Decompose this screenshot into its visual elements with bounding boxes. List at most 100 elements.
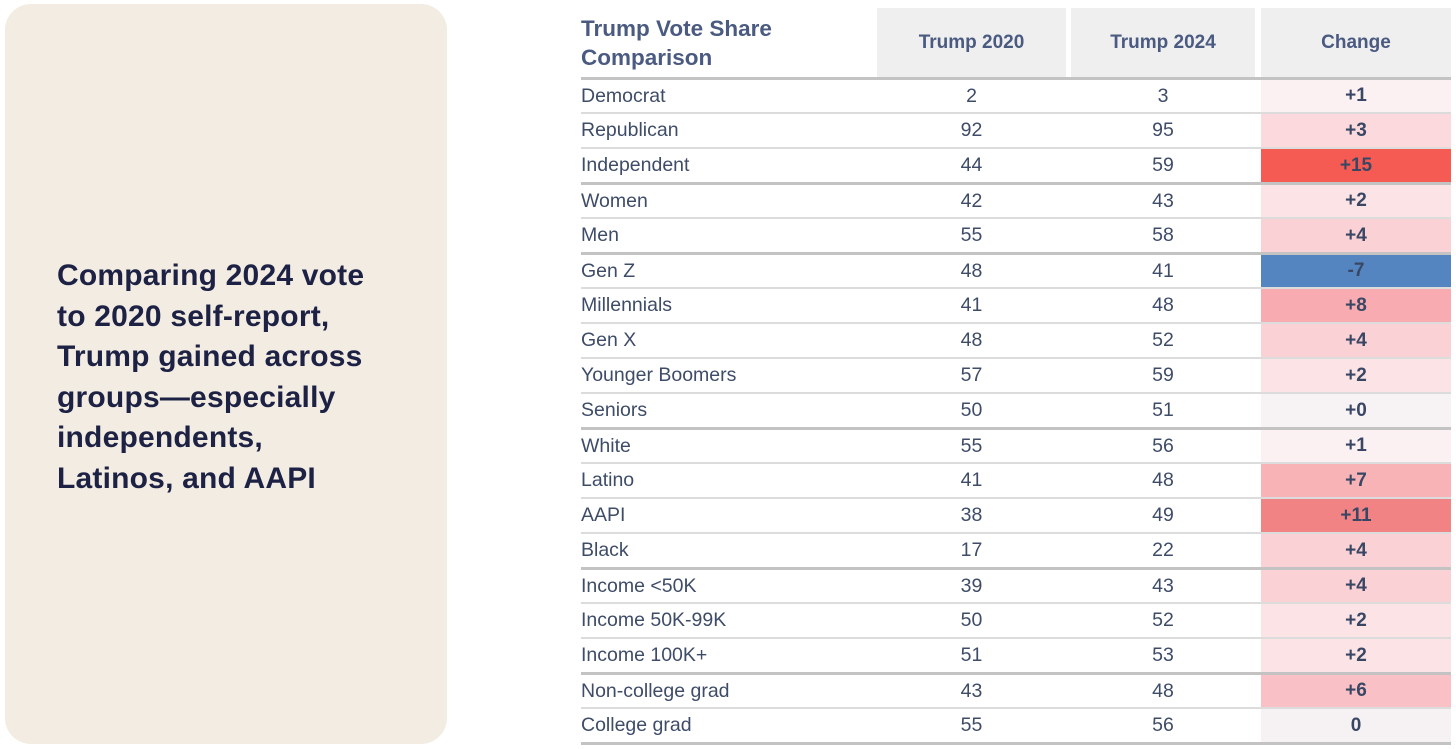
row-label: Millennials: [581, 294, 673, 316]
trump-2024-value: 3: [1157, 84, 1169, 107]
table-row: Gen X 48 52 +4: [581, 322, 1451, 357]
trump-2024-value: 43: [1152, 189, 1174, 212]
trump-2024-value: 48: [1152, 679, 1174, 702]
trump-2020-value: 48: [960, 259, 983, 282]
trump-2020-value: 50: [960, 399, 983, 421]
trump-2024-value: 43: [1152, 574, 1174, 597]
panel-quote: Comparing 2024 vote to 2020 self-report, T…: [57, 259, 365, 495]
trump-2024-value: 53: [1152, 644, 1174, 666]
row-label: College grad: [581, 714, 692, 736]
trump-2020-value: 55: [960, 224, 983, 246]
change-value: 0: [1261, 709, 1451, 742]
trump-2020-value: 39: [960, 574, 983, 597]
trump-2024-value: 22: [1152, 539, 1174, 561]
row-label: Black: [581, 539, 629, 561]
table-row: Black 17 22 +4: [581, 532, 1451, 567]
row-label: Younger Boomers: [581, 364, 737, 386]
table-row: Income <50K 39 43 +4: [581, 567, 1451, 602]
trump-2020-value: 57: [960, 364, 983, 386]
row-label: Income 50K-99K: [581, 609, 727, 631]
change-value: +2: [1261, 359, 1451, 392]
column-header-change: Change: [1261, 8, 1451, 77]
trump-2020-value: 17: [960, 539, 983, 561]
trump-2020-value: 42: [960, 189, 983, 212]
trump-2020-value: 2: [966, 84, 977, 107]
table-row: Millennials 41 48 +8: [581, 287, 1451, 322]
trump-2024-value: 59: [1152, 364, 1174, 386]
table-row: College grad 55 56 0: [581, 707, 1451, 742]
table-row: Income 50K-99K 50 52 +2: [581, 602, 1451, 637]
change-value: +7: [1261, 464, 1451, 497]
table-row: Women 42 43 +2: [581, 182, 1451, 217]
trump-2024-value: 51: [1152, 399, 1174, 421]
trump-2024-value: 41: [1152, 259, 1174, 282]
table-row: Income 100K+ 51 53 +2: [581, 637, 1451, 672]
row-label: Seniors: [581, 399, 648, 421]
trump-2020-value: 92: [960, 119, 983, 141]
trump-2024-value: 58: [1152, 224, 1174, 246]
change-value: +2: [1261, 185, 1451, 217]
change-value: +3: [1261, 114, 1451, 147]
change-value: +4: [1261, 324, 1451, 357]
table-row: Men 55 58 +4: [581, 217, 1451, 252]
change-value: +15: [1261, 149, 1451, 182]
change-value: +2: [1261, 604, 1451, 637]
change-value: +8: [1261, 289, 1451, 322]
trump-2024-value: 52: [1152, 329, 1174, 351]
trump-2020-value: 44: [960, 154, 983, 176]
table-row: White 55 56 +1: [581, 427, 1451, 462]
trump-2020-value: 51: [960, 644, 983, 666]
trump-2024-value: 59: [1152, 154, 1174, 176]
table-row: Younger Boomers 57 59 +2: [581, 357, 1451, 392]
comparison-table: Trump Vote Share Comparison Trump 2020 T…: [581, 8, 1451, 745]
table-row: Gen Z 48 41 -7: [581, 252, 1451, 287]
trump-2024-value: 52: [1152, 609, 1174, 631]
comparison-table-body: Democrat 2 3 +1 Republican 92 95 +3 Independent 4…: [581, 77, 1451, 745]
row-label: Income 100K+: [581, 644, 708, 666]
trump-2024-value: 56: [1152, 714, 1174, 736]
row-label: Men: [581, 224, 619, 246]
trump-2020-value: 41: [960, 469, 983, 491]
row-label: Republican: [581, 119, 679, 141]
trump-2024-value: 56: [1152, 434, 1174, 457]
change-value: +1: [1261, 80, 1451, 112]
trump-2020-value: 43: [960, 679, 983, 702]
trump-2024-value: 95: [1152, 119, 1174, 141]
row-label: Independent: [581, 154, 690, 176]
table-title: Trump Vote Share Comparison: [581, 15, 772, 70]
table-row: Republican 92 95 +3: [581, 112, 1451, 147]
trump-2020-value: 41: [960, 294, 983, 316]
row-label: Gen Z: [581, 259, 636, 282]
column-header-trump-2024: Trump 2024: [1071, 8, 1255, 77]
column-header-trump-2020: Trump 2020: [877, 8, 1066, 77]
summary-panel: Comparing 2024 vote to 2020 self-report, T…: [5, 4, 447, 744]
table-row: AAPI 38 49 +11: [581, 497, 1451, 532]
change-value: -7: [1261, 255, 1451, 287]
trump-2020-value: 38: [960, 504, 983, 526]
row-label: Gen X: [581, 329, 637, 351]
change-value: +4: [1261, 534, 1451, 567]
change-value: +6: [1261, 675, 1451, 707]
change-value: +11: [1261, 499, 1451, 532]
trump-2020-value: 55: [960, 714, 983, 736]
change-value: +0: [1261, 394, 1451, 427]
trump-2020-value: 50: [960, 609, 983, 631]
change-value: +4: [1261, 219, 1451, 252]
trump-2024-value: 49: [1152, 504, 1174, 526]
table-header: Trump Vote Share Comparison Trump 2020 T…: [581, 8, 1451, 77]
trump-2020-value: 55: [960, 434, 983, 457]
trump-2020-value: 48: [960, 329, 983, 351]
trump-2024-value: 48: [1152, 469, 1174, 491]
row-label: Women: [581, 189, 648, 212]
row-label: Latino: [581, 469, 635, 491]
row-label: White: [581, 434, 631, 457]
trump-2024-value: 48: [1152, 294, 1174, 316]
change-value: +2: [1261, 639, 1451, 672]
row-label: Non-college grad: [581, 679, 730, 702]
table-row: Independent 44 59 +15: [581, 147, 1451, 182]
table-row: Democrat 2 3 +1: [581, 77, 1451, 112]
table-row: Seniors 50 51 +0: [581, 392, 1451, 427]
row-label: AAPI: [581, 504, 626, 526]
change-value: +1: [1261, 430, 1451, 462]
change-value: +4: [1261, 570, 1451, 602]
